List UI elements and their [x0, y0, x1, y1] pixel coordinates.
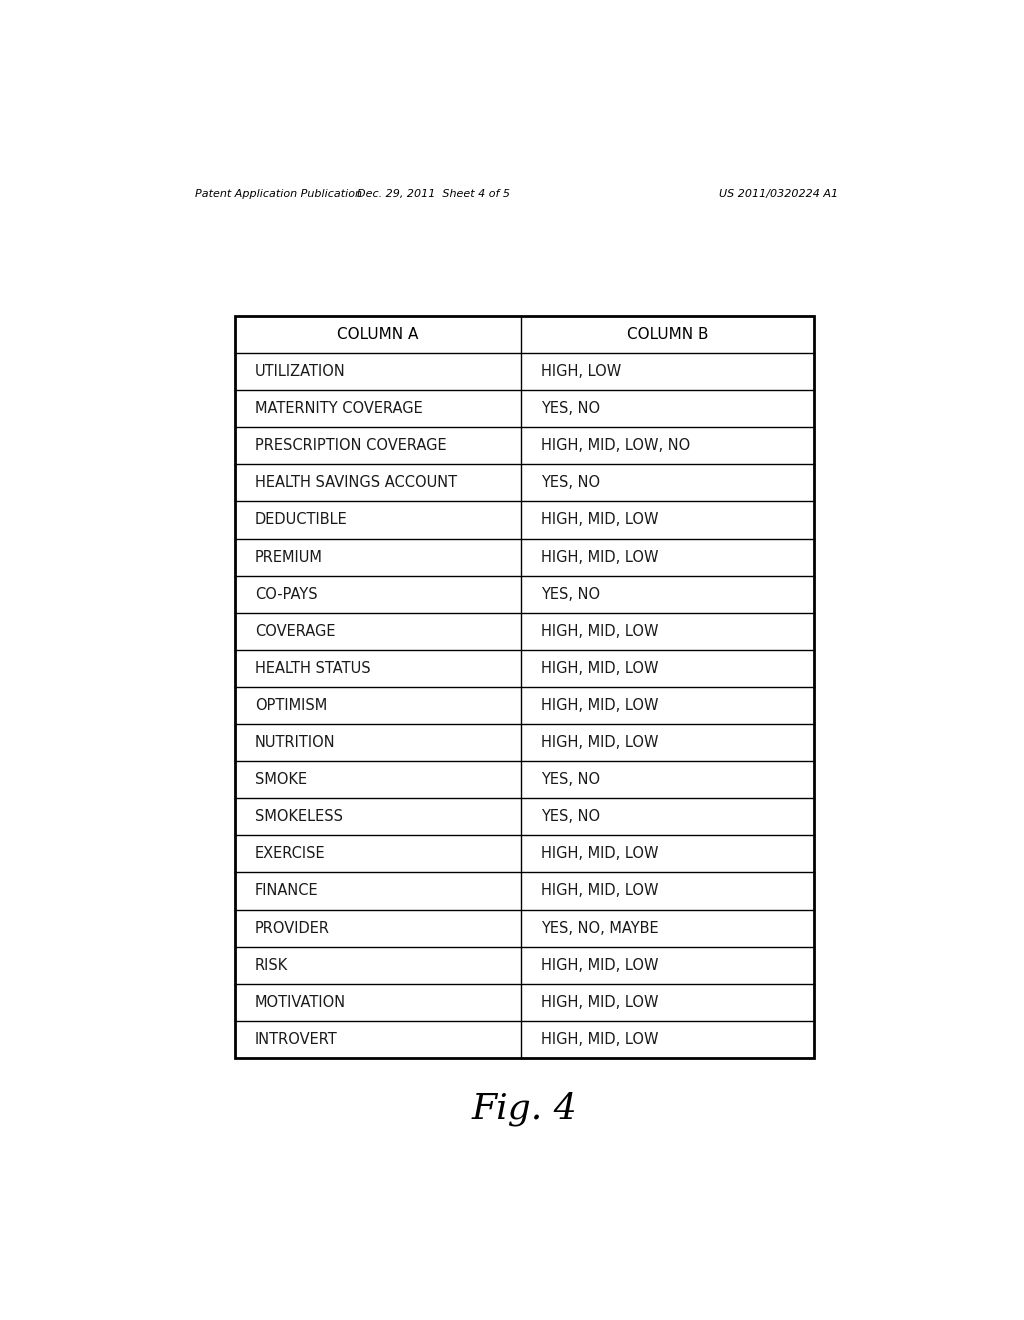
Text: UTILIZATION: UTILIZATION — [255, 364, 346, 379]
Text: YES, NO, MAYBE: YES, NO, MAYBE — [541, 920, 658, 936]
Text: COLUMN B: COLUMN B — [627, 327, 709, 342]
Text: HEALTH STATUS: HEALTH STATUS — [255, 661, 371, 676]
Text: HIGH, MID, LOW: HIGH, MID, LOW — [541, 958, 658, 973]
Text: HIGH, MID, LOW: HIGH, MID, LOW — [541, 883, 658, 899]
Text: COVERAGE: COVERAGE — [255, 624, 336, 639]
Text: HIGH, MID, LOW, NO: HIGH, MID, LOW, NO — [541, 438, 690, 453]
Text: PRESCRIPTION COVERAGE: PRESCRIPTION COVERAGE — [255, 438, 446, 453]
Text: Dec. 29, 2011  Sheet 4 of 5: Dec. 29, 2011 Sheet 4 of 5 — [357, 189, 510, 199]
Text: SMOKE: SMOKE — [255, 772, 307, 787]
Text: YES, NO: YES, NO — [541, 809, 600, 824]
Text: HIGH, MID, LOW: HIGH, MID, LOW — [541, 698, 658, 713]
Text: HIGH, MID, LOW: HIGH, MID, LOW — [541, 846, 658, 862]
Text: US 2011/0320224 A1: US 2011/0320224 A1 — [719, 189, 839, 199]
Text: CO-PAYS: CO-PAYS — [255, 586, 317, 602]
Text: YES, NO: YES, NO — [541, 475, 600, 491]
Text: MOTIVATION: MOTIVATION — [255, 995, 346, 1010]
Text: HIGH, LOW: HIGH, LOW — [541, 364, 621, 379]
Text: Patent Application Publication: Patent Application Publication — [196, 189, 362, 199]
Text: HIGH, MID, LOW: HIGH, MID, LOW — [541, 512, 658, 528]
Text: MATERNITY COVERAGE: MATERNITY COVERAGE — [255, 401, 423, 416]
Text: INTROVERT: INTROVERT — [255, 1032, 338, 1047]
Text: NUTRITION: NUTRITION — [255, 735, 336, 750]
Text: PROVIDER: PROVIDER — [255, 920, 330, 936]
Text: HIGH, MID, LOW: HIGH, MID, LOW — [541, 549, 658, 565]
Text: HEALTH SAVINGS ACCOUNT: HEALTH SAVINGS ACCOUNT — [255, 475, 457, 491]
Text: HIGH, MID, LOW: HIGH, MID, LOW — [541, 1032, 658, 1047]
Text: OPTIMISM: OPTIMISM — [255, 698, 328, 713]
Text: Fig. 4: Fig. 4 — [472, 1092, 578, 1126]
Text: PREMIUM: PREMIUM — [255, 549, 323, 565]
Text: RISK: RISK — [255, 958, 288, 973]
Text: HIGH, MID, LOW: HIGH, MID, LOW — [541, 661, 658, 676]
Text: HIGH, MID, LOW: HIGH, MID, LOW — [541, 995, 658, 1010]
Text: EXERCISE: EXERCISE — [255, 846, 326, 862]
Bar — [236, 315, 814, 1057]
Text: HIGH, MID, LOW: HIGH, MID, LOW — [541, 735, 658, 750]
Text: HIGH, MID, LOW: HIGH, MID, LOW — [541, 624, 658, 639]
Text: COLUMN A: COLUMN A — [337, 327, 419, 342]
Text: SMOKELESS: SMOKELESS — [255, 809, 343, 824]
Text: YES, NO: YES, NO — [541, 401, 600, 416]
Text: FINANCE: FINANCE — [255, 883, 318, 899]
Text: DEDUCTIBLE: DEDUCTIBLE — [255, 512, 348, 528]
Text: YES, NO: YES, NO — [541, 772, 600, 787]
Text: YES, NO: YES, NO — [541, 586, 600, 602]
